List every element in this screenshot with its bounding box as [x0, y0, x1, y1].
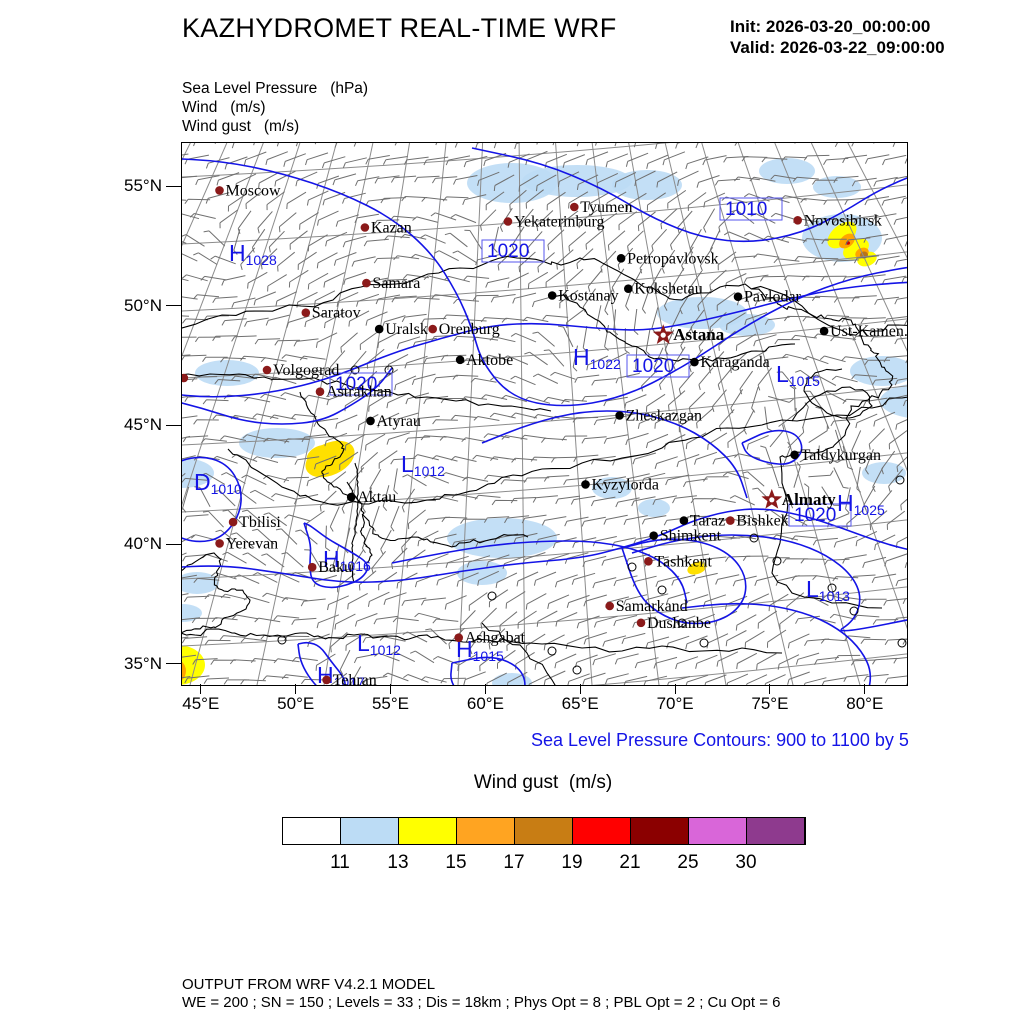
svg-text:Taldykurgan: Taldykurgan: [801, 447, 881, 464]
svg-text:Ashgabat: Ashgabat: [465, 630, 526, 647]
svg-text:Ust-Kamen.: Ust-Kamen.: [830, 323, 907, 340]
svg-text:1020: 1020: [632, 356, 674, 377]
svg-text:Uralsk: Uralsk: [385, 321, 428, 338]
svg-text:Petropavlovsk: Petropavlovsk: [627, 250, 719, 267]
svg-text:Atyrau: Atyrau: [377, 413, 421, 430]
svg-text:Bishkek: Bishkek: [736, 513, 788, 530]
svg-text:L1015: L1015: [776, 361, 820, 389]
svg-text:Kazan: Kazan: [371, 220, 412, 237]
svg-text:1010: 1010: [725, 199, 767, 220]
svg-text:Moscow: Moscow: [226, 182, 282, 199]
svg-text:Pavlodar: Pavlodar: [744, 289, 802, 306]
svg-text:Kokshetau: Kokshetau: [634, 281, 702, 298]
svg-text:Almaty: Almaty: [782, 490, 836, 509]
svg-text:Dushanbe: Dushanbe: [647, 615, 711, 632]
svg-text:Astrakhan: Astrakhan: [326, 384, 392, 401]
svg-text:Tashkent: Tashkent: [654, 553, 712, 570]
svg-text:Saratov: Saratov: [312, 305, 361, 322]
svg-text:Tbilisi: Tbilisi: [239, 514, 281, 531]
svg-text:Novosibirsk: Novosibirsk: [804, 212, 882, 229]
svg-text:H1028: H1028: [229, 240, 277, 268]
svg-text:Yerevan: Yerevan: [226, 535, 279, 552]
svg-text:Samara: Samara: [372, 275, 420, 292]
svg-text:Kyzylorda: Kyzylorda: [592, 476, 660, 493]
svg-text:Orenburg: Orenburg: [439, 321, 500, 338]
svg-text:Volgograd: Volgograd: [273, 362, 339, 379]
svg-text:Karaganda: Karaganda: [700, 354, 769, 371]
svg-text:Shimkent: Shimkent: [660, 528, 722, 545]
svg-text:Tehran: Tehran: [333, 672, 377, 685]
svg-text:Baku: Baku: [318, 559, 352, 576]
svg-text:1020: 1020: [487, 241, 529, 262]
svg-text:L1012: L1012: [357, 630, 401, 658]
svg-text:Yekaterinburg: Yekaterinburg: [514, 214, 605, 231]
svg-text:Aktau: Aktau: [357, 489, 396, 506]
svg-text:Zheskazgan: Zheskazgan: [626, 408, 702, 425]
svg-text:L1012: L1012: [401, 451, 445, 479]
svg-text:D1010: D1010: [194, 469, 242, 497]
svg-text:Astana: Astana: [673, 325, 725, 344]
svg-text:L1013: L1013: [806, 576, 850, 604]
svg-text:Samarkand: Samarkand: [616, 598, 688, 615]
svg-text:Aktobe: Aktobe: [466, 352, 513, 369]
svg-text:Kostanay: Kostanay: [558, 288, 618, 305]
